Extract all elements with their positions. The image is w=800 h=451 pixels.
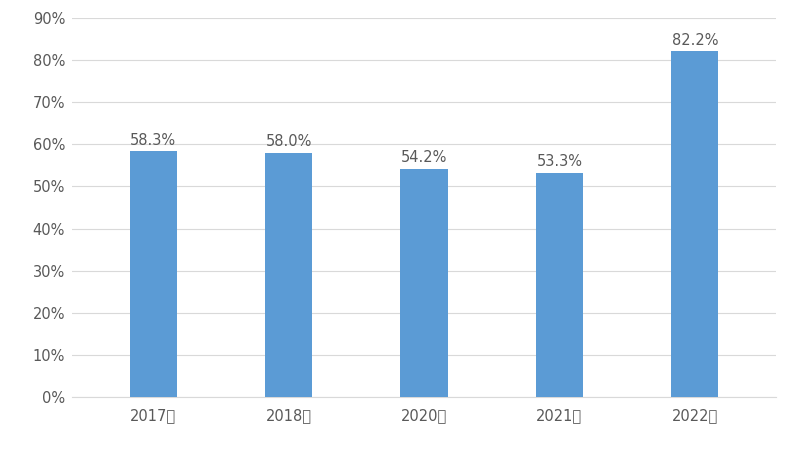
Bar [400,169,448,397]
Bar [130,152,177,397]
Bar [536,173,583,397]
Text: 58.0%: 58.0% [266,134,312,149]
Bar [671,51,718,397]
Text: 58.3%: 58.3% [130,133,176,148]
Bar [265,153,312,397]
Text: 54.2%: 54.2% [401,150,447,166]
Text: 53.3%: 53.3% [536,154,582,169]
Text: 82.2%: 82.2% [671,32,718,47]
